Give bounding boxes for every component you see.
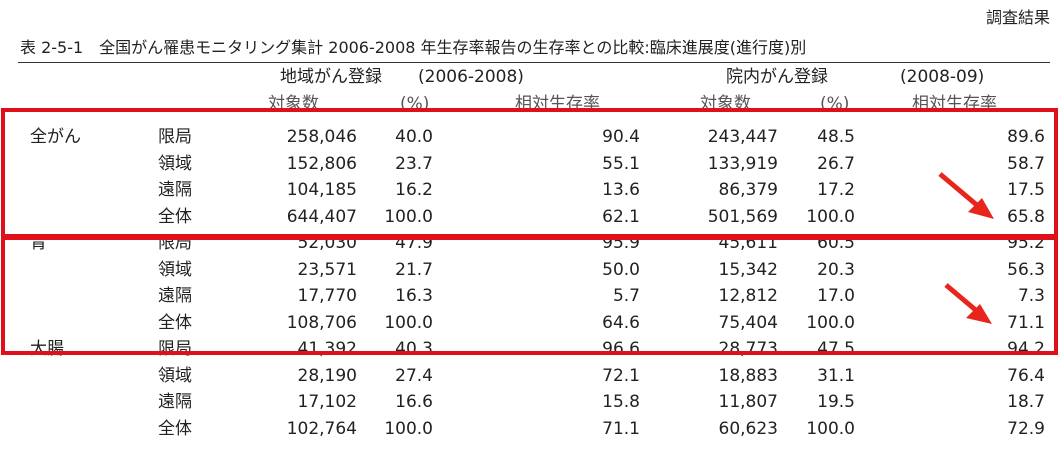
table-cell: 102,764 <box>286 418 357 439</box>
table-cell: 40.0 <box>395 127 433 147</box>
stage-label: 領域 <box>158 153 192 174</box>
table-cell: 50.0 <box>602 259 640 280</box>
table-cell: 18,883 <box>718 365 778 386</box>
table-cell: 17,102 <box>297 392 357 412</box>
table-cell: 18.7 <box>1007 392 1045 412</box>
table-cell: 15.8 <box>602 392 640 412</box>
table-cell: 48.5 <box>817 127 855 147</box>
table-cell: 72.9 <box>1007 418 1045 439</box>
table-cell: 258,046 <box>286 127 357 147</box>
table-cell: 16.3 <box>395 286 433 306</box>
stage-label: 限局 <box>158 127 192 147</box>
table-cell: 21.7 <box>395 259 433 280</box>
stage-label: 領域 <box>158 365 192 386</box>
table-cell: 243,447 <box>707 127 778 147</box>
table-cell: 5.7 <box>612 286 640 306</box>
table-cell: 60,623 <box>718 418 778 439</box>
table-cell: 65.8 <box>1007 206 1045 227</box>
table-cell: 76.4 <box>1007 365 1045 386</box>
table-cell: 13.6 <box>602 180 640 200</box>
table-cell: 100.0 <box>806 418 855 439</box>
table-cell: 17.5 <box>1007 180 1045 200</box>
table-cell: 17.2 <box>817 180 855 200</box>
table-cell: 20.3 <box>817 259 855 280</box>
group-period: (2008-09) <box>900 67 985 87</box>
table-cell: 89.6 <box>1007 127 1045 147</box>
table-cell: 28,190 <box>297 365 357 386</box>
highlight-box <box>1 108 1058 238</box>
stage-label: 遠隔 <box>158 180 192 200</box>
table-cell: 100.0 <box>384 418 433 439</box>
table-cell: 55.1 <box>602 153 640 174</box>
table-cell: 23.7 <box>395 153 433 174</box>
arrow-head <box>968 198 994 219</box>
table-cell: 15,342 <box>718 259 778 280</box>
table-cell: 56.3 <box>1007 259 1045 280</box>
table-cell: 17,770 <box>297 286 357 306</box>
stage-label: 全体 <box>158 206 192 227</box>
table-cell: 100.0 <box>384 206 433 227</box>
table-cell: 133,919 <box>707 153 778 174</box>
title-rule <box>18 62 1050 63</box>
table-cell: 11,807 <box>718 392 778 412</box>
arrow <box>938 172 980 208</box>
table-cell: 86,379 <box>718 180 778 200</box>
stage-label: 遠隔 <box>158 392 192 412</box>
arrow <box>944 283 980 314</box>
table-cell: 108,706 <box>286 312 357 333</box>
report-label: 調査結果 <box>985 8 1050 27</box>
stage-label: 領域 <box>158 259 192 280</box>
table-cell: 17.0 <box>817 286 855 306</box>
table-cell: 152,806 <box>286 153 357 174</box>
table-cell: 19.5 <box>817 392 855 412</box>
table-cell: 100.0 <box>384 312 433 333</box>
table-cell: 71.1 <box>602 418 640 439</box>
group-title: 地域がん登録 <box>280 67 382 87</box>
stage-label: 遠隔 <box>158 286 192 306</box>
table-cell: 72.1 <box>602 365 640 386</box>
table-cell: 104,185 <box>286 180 357 200</box>
stage-label: 全体 <box>158 312 192 333</box>
table-cell: 644,407 <box>286 206 357 227</box>
table-title: 表 2-5-1 全国がん罹患モニタリング集計 2006-2008 年生存率報告の… <box>20 38 807 57</box>
table-cell: 12,812 <box>718 286 778 306</box>
arrow-head <box>966 304 992 324</box>
table-cell: 64.6 <box>602 312 640 333</box>
table-cell: 58.7 <box>1007 153 1045 174</box>
table-cell: 31.1 <box>817 365 855 386</box>
stage-label: 全体 <box>158 418 192 439</box>
highlight-box <box>1 236 1058 355</box>
table-cell: 16.6 <box>395 392 433 412</box>
table-cell: 23,571 <box>297 259 357 280</box>
table-cell: 100.0 <box>806 312 855 333</box>
table-cell: 71.1 <box>1007 312 1045 333</box>
table-cell: 26.7 <box>817 153 855 174</box>
table-cell: 27.4 <box>395 365 433 386</box>
table-cell: 90.4 <box>602 127 640 147</box>
table-cell: 62.1 <box>602 206 640 227</box>
table-cell: 16.2 <box>395 180 433 200</box>
table-cell: 75,404 <box>718 312 778 333</box>
group-period: (2006-2008) <box>418 67 524 87</box>
table-cell: 7.3 <box>1017 286 1045 306</box>
table-cell: 501,569 <box>707 206 778 227</box>
table-cell: 100.0 <box>806 206 855 227</box>
group-title: 院内がん登録 <box>726 67 828 87</box>
site-label: 全がん <box>30 127 81 147</box>
